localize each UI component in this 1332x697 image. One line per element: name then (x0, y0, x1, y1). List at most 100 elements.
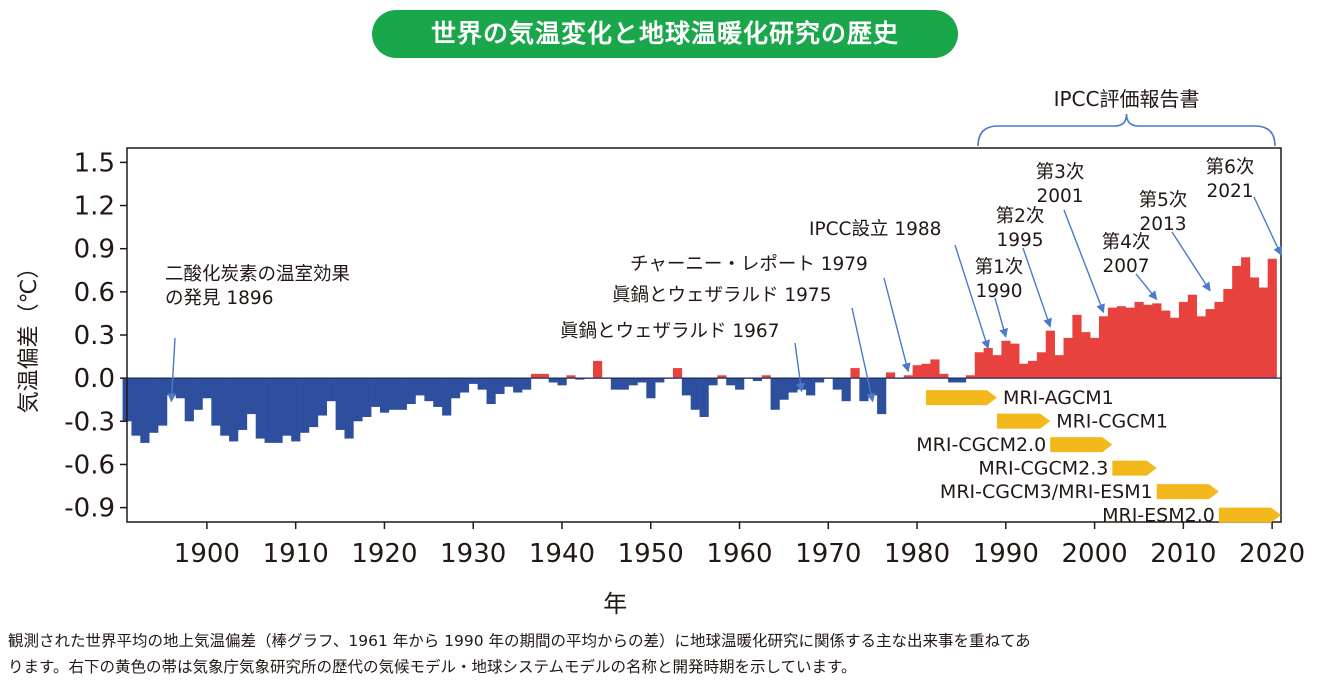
bar-1907 (264, 378, 274, 443)
bar-1932 (486, 378, 496, 405)
caption-line-1: 観測された世界平均の地上気温偏差（棒グラフ、1961 年から 1990 年の期間… (8, 632, 1031, 650)
bar-2016 (1232, 265, 1242, 379)
bar-1973 (850, 368, 860, 379)
annotation-text: 2007 (1102, 256, 1149, 277)
bar-1994 (1036, 352, 1047, 379)
bar-1925 (424, 378, 434, 402)
y-tick-label: 0.6 (74, 278, 115, 308)
annotation: 第2次 1995 (996, 206, 1052, 328)
bar-2004 (1125, 307, 1135, 379)
bar-1992 (1019, 363, 1029, 379)
bar-2010 (1178, 301, 1189, 379)
annotation: 第6次 2021 (1206, 157, 1282, 256)
x-tick-label: 2000 (1061, 539, 1127, 569)
bar-1900 (202, 378, 212, 399)
annotation: チャーニー・レポート 1979 (630, 254, 911, 373)
caption-line-2: ります。右下の黄色の帯は気象庁気象研究所の歴代の気候モデル・地球システムモデルの… (8, 658, 857, 676)
bar-2018 (1249, 277, 1260, 379)
bar-1920 (379, 378, 390, 413)
model-label: MRI-ESM2.0 (1102, 505, 1215, 527)
bar-1930 (468, 378, 478, 384)
model-bar (1218, 507, 1281, 523)
annotation-arrow (954, 244, 990, 350)
y-tick-label: -0.3 (64, 407, 115, 437)
figure-caption: 観測された世界平均の地上気温偏差（棒グラフ、1961 年から 1990 年の期間… (8, 628, 1326, 680)
bar-1910 (291, 378, 301, 442)
bar-1988 (983, 347, 993, 379)
bar-1963 (761, 375, 771, 379)
bar-2008 (1161, 310, 1171, 379)
bar-1921 (388, 378, 399, 410)
bar-1959 (726, 378, 736, 386)
bar-1998 (1072, 314, 1082, 379)
annotation-text: IPCC設立 1988 (809, 219, 941, 240)
bar-1964 (770, 378, 780, 410)
bar-2003 (1116, 306, 1126, 379)
x-tick-label: 2020 (1239, 539, 1305, 569)
bar-1991 (1010, 343, 1020, 379)
annotation-arrow (1022, 247, 1052, 328)
annotation-text: 二酸化炭素の温室効果 (165, 264, 350, 285)
y-tick-label: 0.9 (74, 235, 115, 265)
bar-2014 (1214, 301, 1224, 379)
bar-1936 (522, 378, 532, 390)
bar-2012 (1196, 316, 1206, 379)
bar-2006 (1143, 304, 1153, 379)
bar-1909 (282, 378, 292, 436)
bar-1976 (877, 378, 887, 415)
annotation-arrow (167, 337, 177, 403)
bar-1906 (255, 378, 265, 439)
model-bar (1112, 460, 1157, 476)
y-tick-label: -0.6 (64, 450, 115, 480)
bar-1942 (575, 378, 585, 380)
model-label: MRI-CGCM3/MRI-ESM1 (940, 481, 1153, 503)
x-tick-label: 1990 (973, 539, 1039, 569)
bar-1946 (610, 378, 620, 390)
bar-2019 (1258, 287, 1268, 379)
bar-1995 (1045, 330, 1055, 379)
x-tick-label: 1910 (263, 539, 329, 569)
bar-1989 (992, 355, 1002, 379)
annotation-text: の発見 1896 (165, 288, 273, 309)
bar-1979 (903, 375, 913, 379)
chart-title: 世界の気温変化と地球温暖化研究の歴史 (372, 10, 958, 58)
x-tick-label: 1950 (618, 539, 684, 569)
bar-2007 (1152, 303, 1162, 379)
annotation-text: 1990 (975, 281, 1022, 302)
bar-1949 (637, 378, 647, 383)
bar-1937 (530, 373, 541, 379)
bar-2017 (1241, 257, 1251, 379)
bar-1977 (885, 372, 896, 379)
bar-1953 (672, 368, 683, 379)
bar-1944 (593, 360, 603, 379)
annotation-text: 眞鍋とウェザラルド 1967 (560, 321, 779, 342)
bar-1902 (220, 378, 230, 436)
y-tick-label: 0.0 (74, 364, 115, 394)
annotation-text: 第2次 (996, 206, 1045, 227)
bar-1993 (1028, 360, 1038, 379)
y-tick-label: 1.2 (74, 192, 115, 222)
annotation-arrow (794, 342, 805, 393)
bar-1899 (193, 378, 203, 410)
bar-1940 (557, 378, 567, 386)
bar-1898 (184, 378, 194, 422)
annotation: 第4次 2007 (1102, 232, 1158, 301)
bar-1893 (140, 378, 150, 443)
annotation-text: 第3次 (1036, 162, 1085, 183)
x-tick-label: 1920 (351, 539, 417, 569)
temperature-anomaly-chart: 1.5 1.2 0.9 0.6 0.3 0.0 -0.3 -0.6 -0.9 1900 1910 19… (17, 87, 1305, 618)
annotation: 眞鍋とウェザラルド 1967 (560, 321, 805, 393)
bar-1996 (1054, 355, 1064, 379)
bar-2001 (1099, 316, 1109, 379)
bar-2009 (1170, 317, 1180, 379)
annotation-arrow (1063, 209, 1105, 314)
bar-1985 (956, 378, 967, 383)
y-tick-label: -0.9 (64, 494, 115, 524)
bar-1904 (237, 378, 248, 430)
bar-1966 (788, 378, 798, 393)
bar-1892 (131, 378, 141, 436)
bar-1922 (397, 378, 407, 410)
bar-1929 (459, 378, 470, 393)
bar-1927 (442, 378, 452, 416)
